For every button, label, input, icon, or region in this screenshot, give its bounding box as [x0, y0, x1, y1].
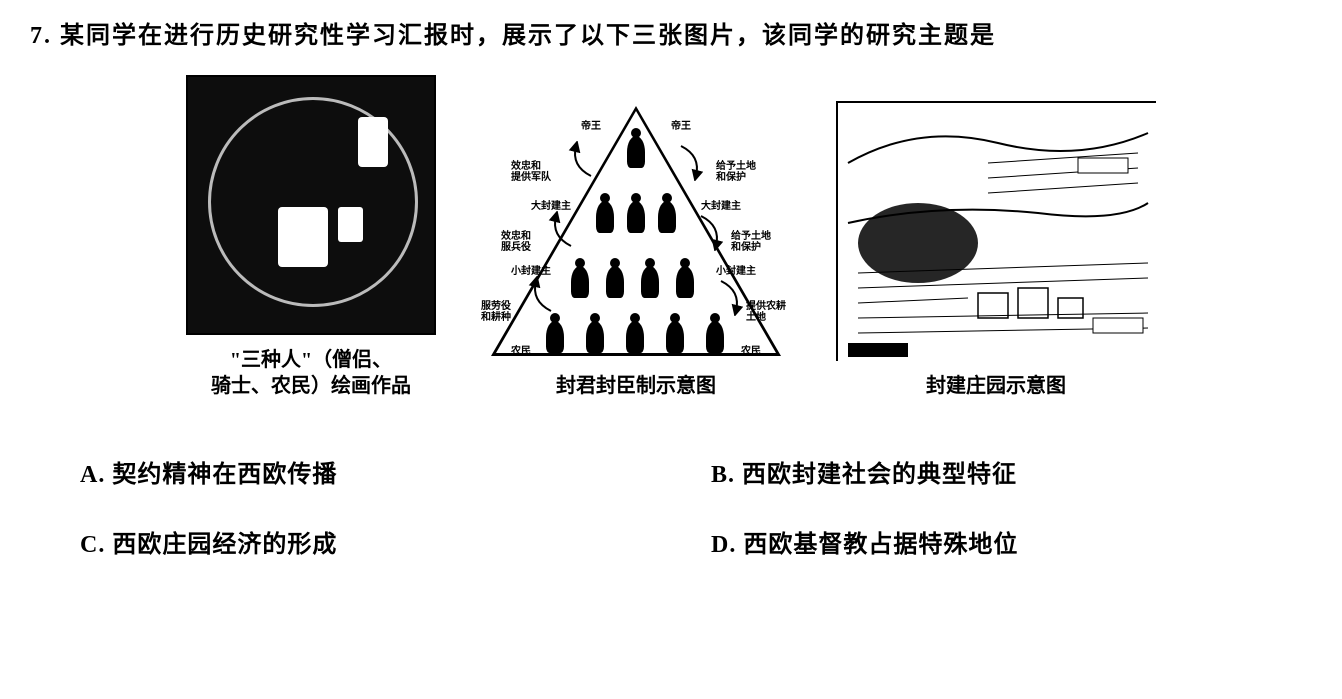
image-2-pyramid: 帝王 帝王 效忠和 提供军队 给予土地 和保护 大封建主 大封建主 效忠和 服兵… [476, 101, 796, 361]
figure-peasant [586, 321, 604, 353]
caption-line: 骑士、农民）绘画作品 [211, 373, 411, 399]
figure-lord [596, 201, 614, 233]
figure-peasant [706, 321, 724, 353]
label: 效忠和 服兵役 [501, 231, 531, 253]
figure-peasant [626, 321, 644, 353]
figure-vassal [571, 266, 589, 298]
figure-vassal [676, 266, 694, 298]
image-1-three-people [186, 75, 436, 335]
figure-peasant [666, 321, 684, 353]
arrow-down-icon [691, 211, 731, 251]
figure-peasant [546, 321, 564, 353]
option-c: C. 西欧庄园经济的形成 [80, 524, 631, 559]
images-row: "三种人"（僧侣、 骑士、农民）绘画作品 帝王 [30, 75, 1312, 399]
question-stem: 7. 某同学在进行历史研究性学习汇报时，展示了以下三张图片，该同学的研究主题是 [30, 15, 1312, 50]
label: 给予土地 和保护 [716, 161, 756, 183]
figure-lord [658, 201, 676, 233]
image-block-2: 帝王 帝王 效忠和 提供军队 给予土地 和保护 大封建主 大封建主 效忠和 服兵… [476, 101, 796, 399]
image-3-caption: 封建庄园示意图 [926, 373, 1066, 399]
label: 帝王 [581, 121, 601, 132]
image-1-caption: "三种人"（僧侣、 骑士、农民）绘画作品 [211, 347, 411, 399]
image-block-1: "三种人"（僧侣、 骑士、农民）绘画作品 [186, 75, 436, 399]
question-text: 某同学在进行历史研究性学习汇报时，展示了以下三张图片，该同学的研究主题是 [60, 23, 996, 49]
arrow-down-icon [711, 276, 751, 316]
image-2-caption: 封君封臣制示意图 [556, 373, 716, 399]
image-3-manor [836, 101, 1156, 361]
question-number: 7. [30, 23, 52, 49]
label: 农民 [741, 346, 761, 357]
label: 服劳役 和耕种 [481, 301, 511, 323]
option-b: B. 西欧封建社会的典型特征 [711, 454, 1262, 489]
label: 给予土地 和保护 [731, 231, 771, 253]
figure-lord [627, 201, 645, 233]
figure-patch [338, 207, 363, 242]
manor-sketch [838, 103, 1158, 363]
label: 效忠和 提供军队 [511, 161, 551, 183]
caption-line: "三种人"（僧侣、 [211, 347, 411, 373]
figure-vassal [641, 266, 659, 298]
label: 农民 [511, 346, 531, 357]
image-block-3: 封建庄园示意图 [836, 101, 1156, 399]
option-d: D. 西欧基督教占据特殊地位 [711, 524, 1262, 559]
label: 提供农耕 土地 [746, 301, 786, 323]
figure-vassal [606, 266, 624, 298]
arrow-up-icon [561, 141, 601, 181]
label: 帝王 [671, 121, 691, 132]
options-grid: A. 契约精神在西欧传播 B. 西欧封建社会的典型特征 C. 西欧庄园经济的形成… [30, 429, 1312, 559]
figure-king [627, 136, 645, 168]
arrow-down-icon [671, 141, 711, 181]
arrow-up-icon [541, 211, 581, 251]
option-a: A. 契约精神在西欧传播 [80, 454, 631, 489]
figure-patch [278, 207, 328, 267]
arrow-up-icon [521, 276, 561, 316]
figure-patch [358, 117, 388, 167]
